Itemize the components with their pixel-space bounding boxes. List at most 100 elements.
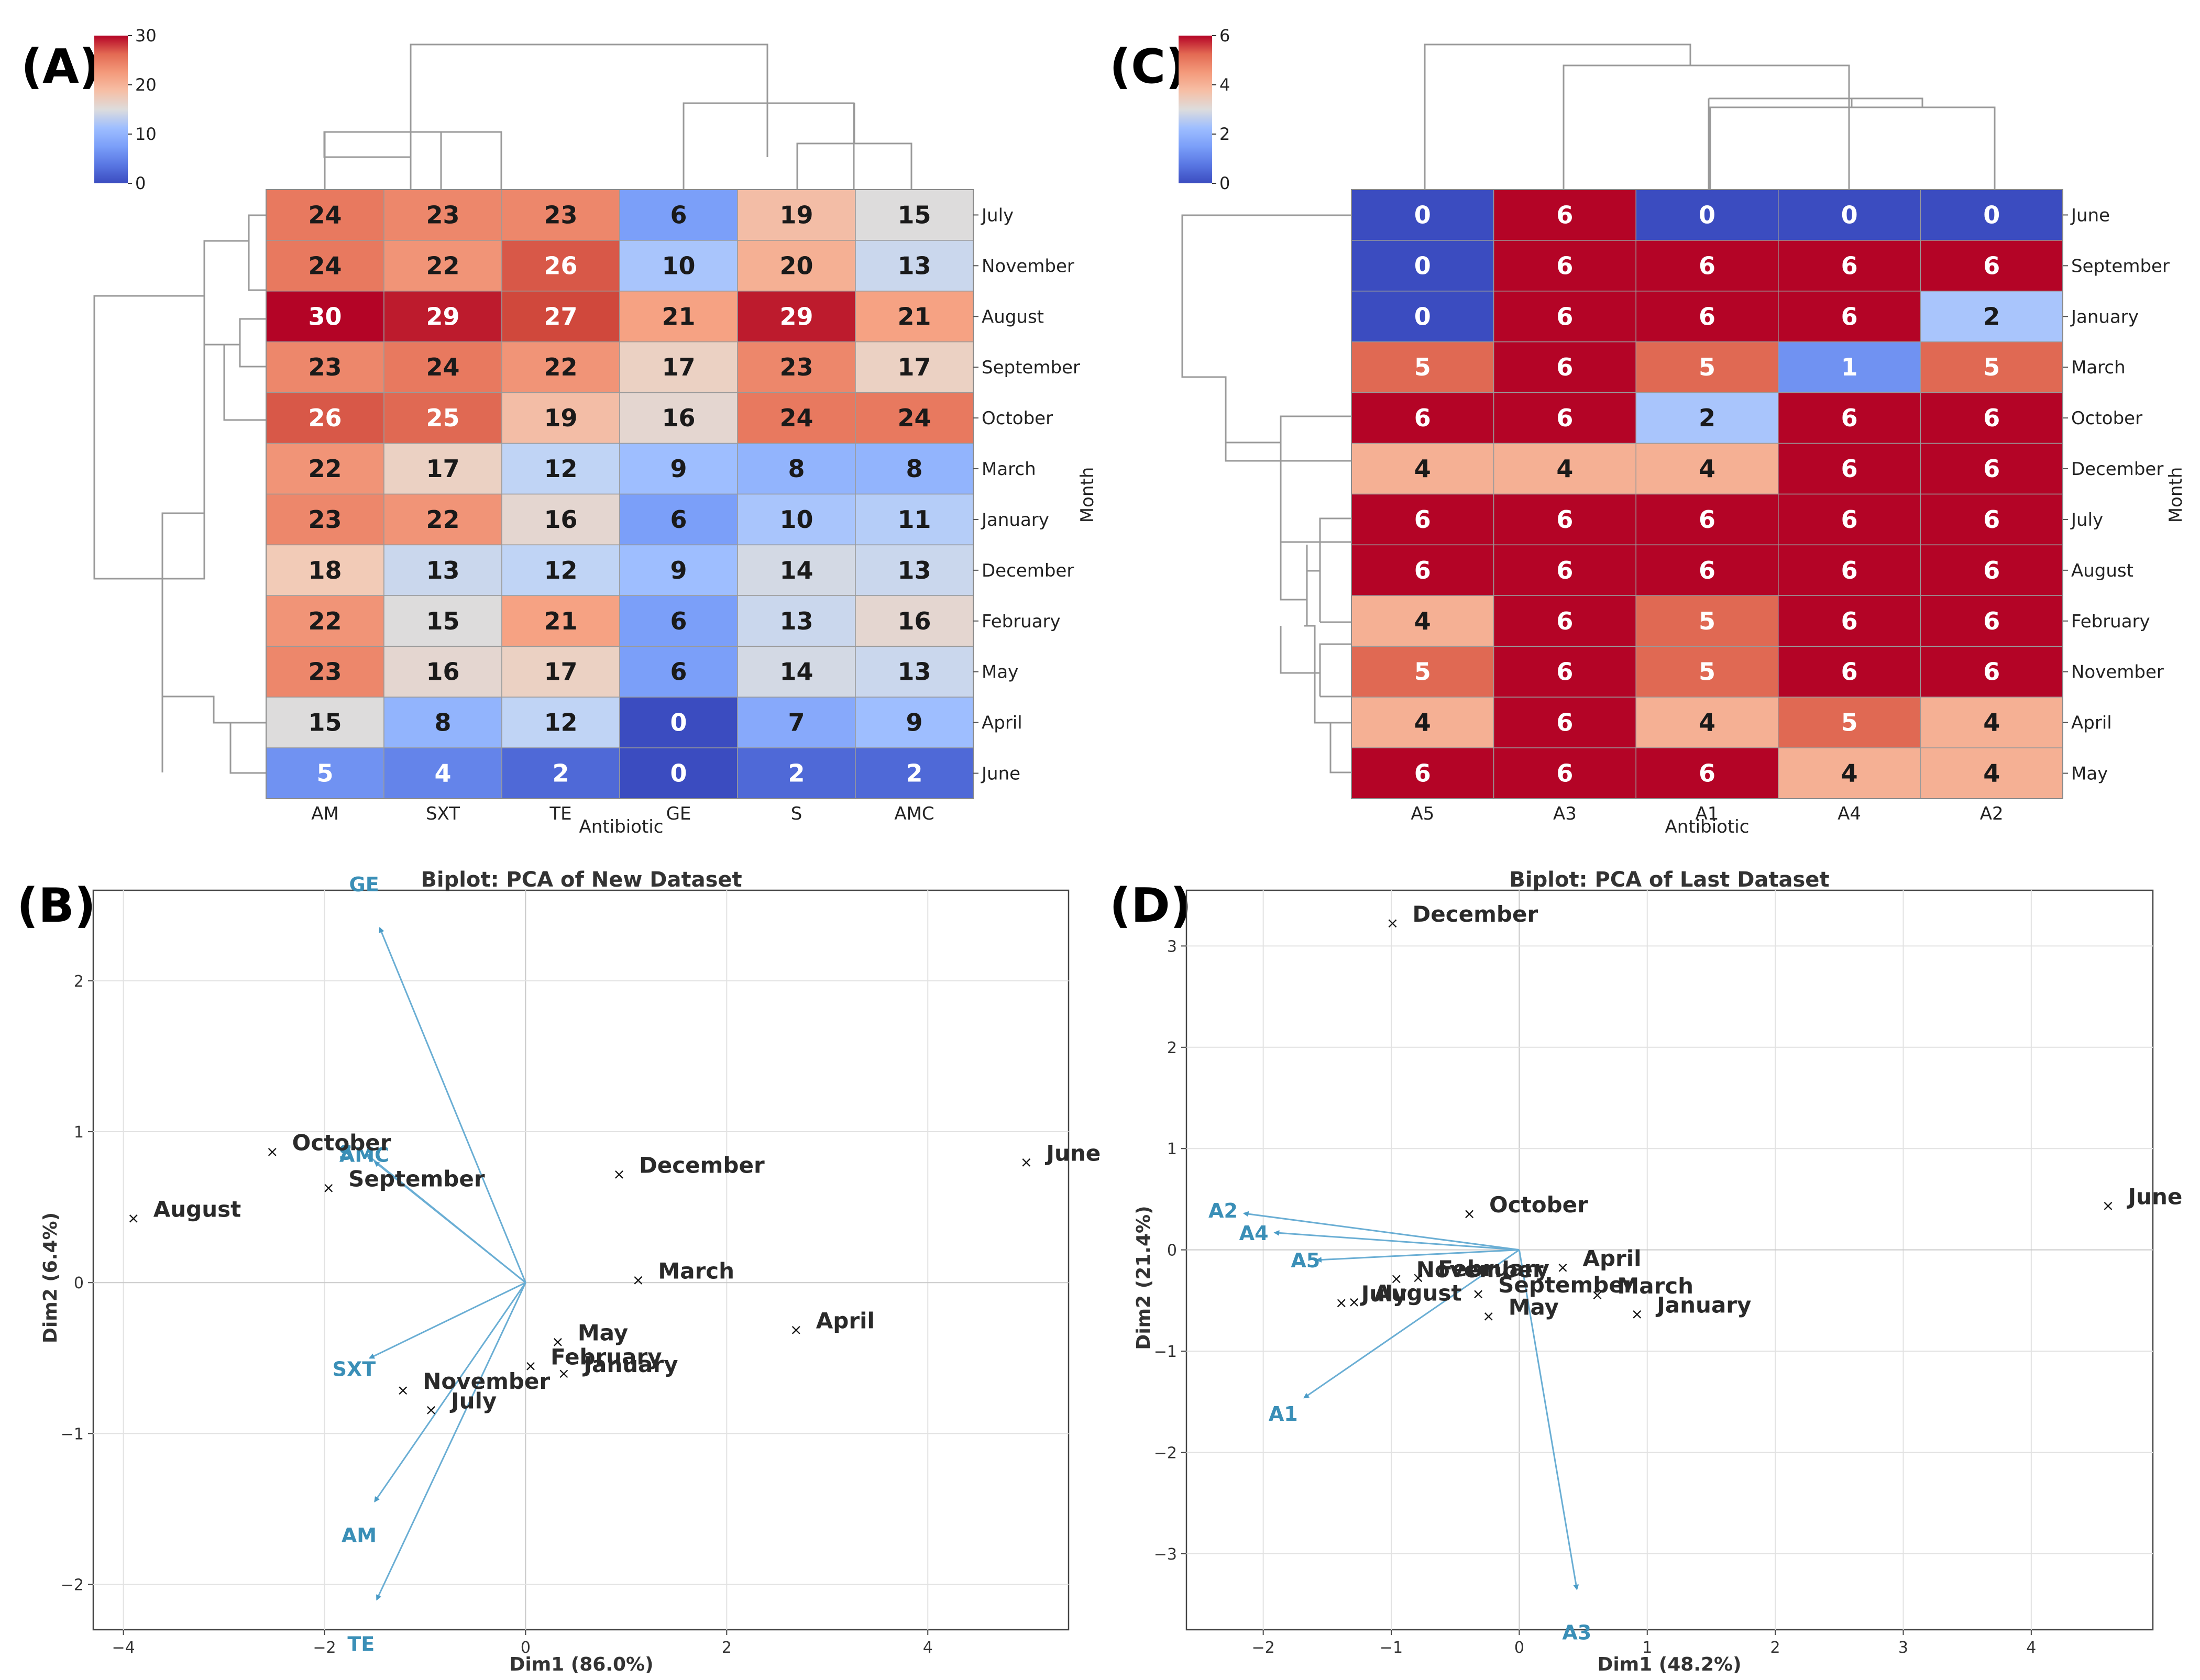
heatmap-cell xyxy=(855,291,974,342)
point-label: January xyxy=(582,1352,678,1377)
pca-b-title: Biplot: PCA of New Dataset xyxy=(421,868,742,892)
heatmap-cell xyxy=(1351,493,1494,546)
heatmap-cell-value: 24 xyxy=(779,404,813,432)
heatmap-cell-value: 20 xyxy=(779,251,813,280)
heatmap-cell-value: 6 xyxy=(1556,505,1573,534)
heatmap-cell xyxy=(1778,443,1921,495)
heatmap-cell-value: 23 xyxy=(779,353,813,381)
heatmap-cell-value: 13 xyxy=(897,251,931,280)
heatmap-cell xyxy=(266,392,384,444)
heatmap-cell xyxy=(383,291,502,342)
x-tick-label: 0 xyxy=(1514,1639,1524,1657)
loading-label: AMC xyxy=(339,1144,389,1167)
panel-label-c: (C) xyxy=(1109,39,1187,94)
heatmap-c-ylabel: Month xyxy=(2165,467,2186,523)
heatmap-cell-value: 6 xyxy=(1556,404,1573,432)
row-label: February xyxy=(2071,611,2150,632)
row-label: November xyxy=(982,256,1074,277)
row-label: August xyxy=(982,306,1044,327)
y-tick-label: 2 xyxy=(74,972,84,991)
heatmap-cell-value: 4 xyxy=(1699,455,1715,483)
heatmap-cell-value: 6 xyxy=(1556,759,1573,788)
row-label: September xyxy=(982,357,1080,378)
heatmap-cell xyxy=(383,493,502,546)
heatmap-cell xyxy=(1493,291,1636,342)
row-label: March xyxy=(2071,357,2126,378)
heatmap-cell-value: 2 xyxy=(906,759,922,788)
heatmap-cell-value: 21 xyxy=(544,607,577,635)
heatmap-cell-value: 6 xyxy=(1699,302,1715,330)
heatmap-cell xyxy=(1493,443,1636,495)
heatmap-cell xyxy=(383,443,502,495)
point-marker: × xyxy=(1412,1269,1424,1286)
colorbar-c xyxy=(1179,36,1212,183)
row-label: April xyxy=(2071,713,2112,734)
heatmap-cell xyxy=(501,544,620,596)
loading-label: AM xyxy=(342,1524,377,1547)
loading-arrow xyxy=(1242,1211,1520,1251)
colorbar-tick-label: 10 xyxy=(135,124,157,144)
heatmap-cell-value: 6 xyxy=(1841,505,1858,534)
heatmap-cell-value: 17 xyxy=(544,658,577,686)
point-label: May xyxy=(578,1320,628,1346)
heatmap-cell xyxy=(619,240,738,292)
colorbar-tick-label: 0 xyxy=(1219,173,1230,193)
heatmap-cell xyxy=(266,595,384,647)
heatmap-cell-value: 6 xyxy=(1699,251,1715,280)
heatmap-cell-value: 24 xyxy=(308,201,342,229)
heatmap-cell-value: 2 xyxy=(552,759,569,788)
heatmap-cell-value: 6 xyxy=(1699,759,1715,788)
heatmap-cell-value: 6 xyxy=(1983,251,2000,280)
point-marker: × xyxy=(1463,1205,1475,1222)
heatmap-cell-value: 16 xyxy=(662,404,695,432)
heatmap-c-column-labels: A5 A3 A1 A4 A2 xyxy=(1411,803,2003,824)
heatmap-cell xyxy=(1920,392,2063,444)
heatmap-cell xyxy=(1493,493,1636,546)
heatmap-cell-value: 6 xyxy=(1841,251,1858,280)
heatmap-cell-value: 6 xyxy=(1556,201,1573,229)
heatmap-c: 0 2 4 6 0 6 0 0 0 0 6 6 6 6 0 6 6 6 2 5 6 5 1 5 6 6 2 6 6 4 4 4 6 6 6 6 6 6 6… xyxy=(1179,26,2186,837)
heatmap-cell xyxy=(1778,646,1921,698)
heatmap-cell-value: 0 xyxy=(1414,302,1431,330)
heatmap-cell-value: 6 xyxy=(1414,505,1431,534)
heatmap-cell-value: 0 xyxy=(1699,201,1715,229)
heatmap-cell-value: 5 xyxy=(1414,353,1431,381)
heatmap-cell xyxy=(855,697,974,748)
heatmap-cell xyxy=(383,747,502,799)
point-marker: × xyxy=(2102,1197,2114,1214)
heatmap-cell-value: 4 xyxy=(1414,607,1431,635)
heatmap-cell xyxy=(501,392,620,444)
colorbar-tick-label: 0 xyxy=(135,173,146,193)
heatmap-a-xlabel: Antibiotic xyxy=(579,816,664,837)
heatmap-cell xyxy=(1635,697,1779,748)
point-label: March xyxy=(1617,1273,1693,1299)
heatmap-cell-value: 6 xyxy=(1841,658,1858,686)
heatmap-cell xyxy=(855,240,974,292)
pca-d-points: × December× October × June× April× November× Fe… xyxy=(1335,901,2182,1324)
heatmap-cell-value: 6 xyxy=(670,658,687,686)
heatmap-cell-value: 23 xyxy=(544,201,577,229)
heatmap-cell xyxy=(1635,493,1779,546)
heatmap-cell-value: 9 xyxy=(670,556,687,584)
heatmap-cell xyxy=(1351,646,1494,698)
point-marker: × xyxy=(1557,1259,1569,1276)
heatmap-cell-value: 18 xyxy=(308,556,342,584)
heatmap-cell-value: 22 xyxy=(308,455,342,483)
pca-b-grid xyxy=(93,890,1069,1630)
pca-d-ticks: −2 −1 0 1 2 3 4 −3 −2 −1 0 1 2 3 xyxy=(1154,937,2037,1657)
heatmap-cell xyxy=(1920,544,2063,596)
y-tick-label: 2 xyxy=(1167,1039,1177,1057)
heatmap-cell-value: 4 xyxy=(1983,759,2000,788)
point-label: January xyxy=(1655,1292,1751,1318)
heatmap-cell xyxy=(1493,747,1636,799)
heatmap-cell xyxy=(266,544,384,596)
x-tick-label: −2 xyxy=(1252,1639,1275,1657)
heatmap-cell xyxy=(855,747,974,799)
x-tick-label: 4 xyxy=(923,1639,933,1657)
heatmap-cell-value: 9 xyxy=(906,709,922,737)
heatmap-cell xyxy=(619,493,738,546)
heatmap-cell-value: 6 xyxy=(1983,404,2000,432)
row-label: July xyxy=(2070,510,2103,530)
